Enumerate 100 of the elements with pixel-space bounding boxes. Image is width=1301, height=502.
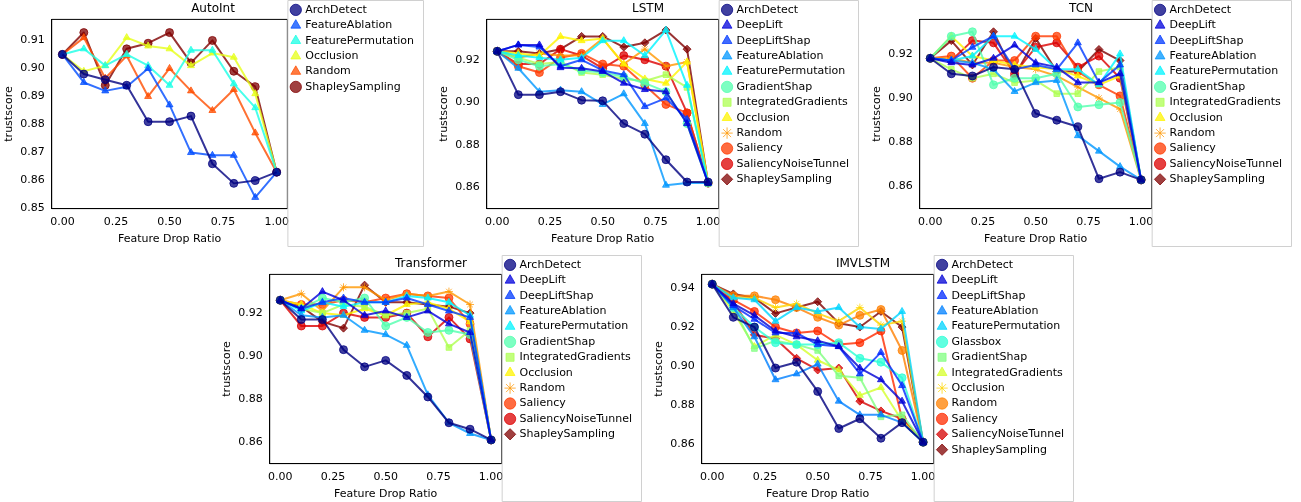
legend-label: FeatureAblation xyxy=(519,303,607,317)
y-tick-label: 0.91 xyxy=(20,33,45,47)
legend-label: ArchDetect xyxy=(951,257,1014,271)
y-axis-title: trustscore xyxy=(2,86,16,142)
legend-label: ShapleySampling xyxy=(305,79,401,93)
legend-label: IntegratedGradients xyxy=(736,95,849,109)
legend-label: Saliency xyxy=(951,411,999,425)
legend-label: FeaturePermutation xyxy=(519,319,629,333)
legend-label: DeepLift xyxy=(951,273,999,287)
chart-title: AutoInt xyxy=(191,1,236,16)
legend-label: ArchDetect xyxy=(736,2,799,16)
legend-label: Occlusion xyxy=(951,380,1005,394)
legend-label: Saliency xyxy=(1169,141,1217,155)
legend-label: DeepLift xyxy=(1169,18,1217,32)
legend-label: FeaturePermutation xyxy=(736,64,846,78)
legend-label: GradientShap xyxy=(1169,79,1246,93)
y-tick-label: 0.88 xyxy=(670,397,695,411)
x-tick-label: 0.50 xyxy=(157,215,182,229)
x-axis-title: Feature Drop Ratio xyxy=(984,232,1088,246)
chart-title: LSTM xyxy=(632,1,664,16)
y-tick-label: 0.86 xyxy=(455,180,480,194)
legend-label: Random xyxy=(305,64,351,78)
legend-label: FeatureAblation xyxy=(305,18,393,32)
legend-label: FeatureAblation xyxy=(1169,48,1257,62)
x-axis-title: Feature Drop Ratio xyxy=(334,487,438,501)
legend-label: Occlusion xyxy=(1169,110,1223,124)
legend-label: SaliencyNoiseTunnel xyxy=(1169,156,1282,170)
y-tick-label: 0.88 xyxy=(888,135,913,149)
y-tick-label: 0.90 xyxy=(238,348,263,362)
y-tick-label: 0.92 xyxy=(888,46,913,60)
x-tick-label: 0.75 xyxy=(858,470,883,484)
y-tick-label: 0.86 xyxy=(888,179,913,193)
x-tick-label: 0.75 xyxy=(1076,215,1101,229)
legend-label: FeaturePermutation xyxy=(951,319,1061,333)
legend-label: Random xyxy=(519,380,566,394)
y-tick-label: 0.86 xyxy=(238,434,263,448)
legend-label: IntegratedGradients xyxy=(951,365,1064,379)
legend-label: IntegratedGradients xyxy=(519,350,632,364)
y-tick-label: 0.90 xyxy=(888,90,913,104)
x-axis-title: Feature Drop Ratio xyxy=(117,232,222,246)
legend-label: DeepLiftShap xyxy=(951,288,1026,302)
legend-label: FeatureAblation xyxy=(951,303,1039,317)
legend-label: ShapleySampling xyxy=(951,442,1048,456)
chart-title: IMVLSTM xyxy=(835,256,891,271)
y-tick-label: 0.86 xyxy=(670,436,695,450)
legend-label: DeepLiftShap xyxy=(1169,33,1244,47)
y-tick-label: 0.92 xyxy=(238,305,263,319)
x-tick-label: 0.00 xyxy=(50,215,75,229)
y-tick-label: 0.88 xyxy=(20,117,45,131)
legend-label: ArchDetect xyxy=(305,2,368,16)
x-tick-label: 1.00 xyxy=(695,215,721,229)
legend-label: Occlusion xyxy=(736,110,790,124)
x-tick-label: 0.50 xyxy=(805,470,830,484)
legend-label: GradientShap xyxy=(519,334,596,348)
legend-label: GradientShap xyxy=(736,79,813,93)
y-tick-label: 0.86 xyxy=(20,173,45,187)
legend-label: ArchDetect xyxy=(519,257,582,271)
legend-label: SaliencyNoiseTunnel xyxy=(519,411,632,425)
y-axis-title: trustscore xyxy=(652,341,666,397)
legend-label: Random xyxy=(736,125,783,139)
legend-label: Occlusion xyxy=(305,48,359,62)
y-tick-label: 0.87 xyxy=(20,145,45,159)
legend-label: ArchDetect xyxy=(1169,2,1232,16)
legend-label: DeepLiftShap xyxy=(519,288,594,302)
x-tick-label: 0.25 xyxy=(537,215,563,229)
y-tick-label: 0.90 xyxy=(20,61,45,75)
x-tick-label: 0.75 xyxy=(426,470,451,484)
legend-label: ShapleySampling xyxy=(736,172,833,186)
legend-label: DeepLift xyxy=(736,18,784,32)
legend-label: ShapleySampling xyxy=(519,427,616,441)
x-tick-label: 0.50 xyxy=(373,470,398,484)
x-tick-label: 0.25 xyxy=(320,470,346,484)
x-tick-label: 1.00 xyxy=(910,470,936,484)
x-tick-label: 1.00 xyxy=(478,470,504,484)
x-tick-label: 0.75 xyxy=(210,215,236,229)
x-tick-label: 0.50 xyxy=(590,215,615,229)
legend-label: DeepLift xyxy=(519,273,567,287)
x-tick-label: 0.00 xyxy=(699,470,725,484)
legend-label: ShapleySampling xyxy=(1169,172,1266,186)
x-tick-label: 0.25 xyxy=(103,215,129,229)
chart-title: TCN xyxy=(1068,1,1093,16)
legend-label: FeatureAblation xyxy=(736,48,824,62)
legend-label: Random xyxy=(951,396,998,410)
legend-label: SaliencyNoiseTunnel xyxy=(951,427,1064,441)
x-tick-label: 0.00 xyxy=(484,215,510,229)
legend-label: Glassbox xyxy=(951,334,1002,348)
x-axis-title: Feature Drop Ratio xyxy=(551,232,655,246)
y-tick-label: 0.90 xyxy=(455,95,480,109)
y-tick-label: 0.85 xyxy=(20,201,45,215)
y-tick-label: 0.92 xyxy=(455,52,480,66)
legend-label: GradientShap xyxy=(951,350,1028,364)
y-tick-label: 0.88 xyxy=(455,137,480,151)
legend-label: Saliency xyxy=(519,396,567,410)
y-axis-title: trustscore xyxy=(220,341,234,397)
x-tick-label: 1.00 xyxy=(264,215,289,229)
y-tick-label: 0.89 xyxy=(20,89,45,103)
y-axis-title: trustscore xyxy=(870,86,884,142)
legend-label: FeaturePermutation xyxy=(1169,64,1279,78)
chart-title: Transformer xyxy=(393,256,468,271)
legend-label: Occlusion xyxy=(519,365,573,379)
